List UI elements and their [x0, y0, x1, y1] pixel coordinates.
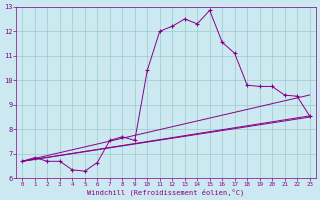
X-axis label: Windchill (Refroidissement éolien,°C): Windchill (Refroidissement éolien,°C) — [87, 188, 244, 196]
